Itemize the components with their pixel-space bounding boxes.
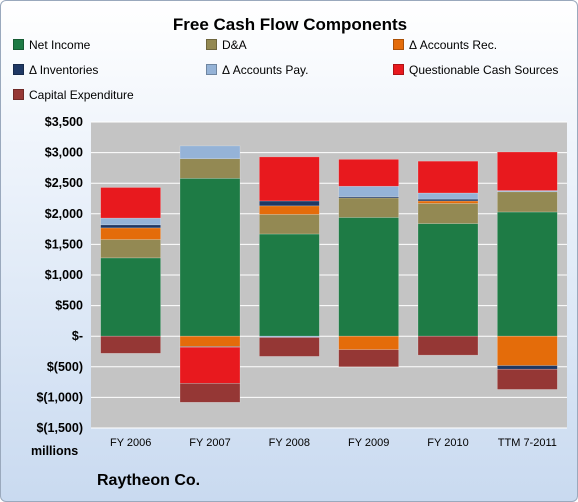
legend-item-accounts-pay: Δ Accounts Pay. (206, 63, 309, 77)
legend-swatch (393, 64, 404, 75)
y-tick-label: $(1,000) (36, 390, 83, 404)
legend-label: Capital Expenditure (29, 88, 134, 102)
bar-accounts-rec-fy-2010 (417, 200, 479, 204)
bar-capital-expenditure-fy-2006 (100, 335, 161, 354)
bar-accounts-rec-ttm-7-2011 (497, 335, 558, 366)
bar-questionable-cash-sources-fy-2006 (100, 187, 161, 219)
legend-label: Questionable Cash Sources (409, 63, 559, 77)
company-label: Raytheon Co. (97, 472, 201, 489)
bar-capital-expenditure-fy-2007 (179, 383, 241, 403)
legend-swatch (13, 64, 24, 75)
bar-inventories-fy-2006 (100, 224, 161, 229)
bar-questionable-cash-sources-fy-2007 (179, 346, 241, 384)
legend-label: Δ Accounts Pay. (222, 63, 309, 77)
x-tick-label: FY 2007 (189, 437, 230, 449)
legend-item-accounts-rec: Δ Accounts Rec. (393, 38, 497, 52)
bar-d-a-fy-2009 (338, 197, 399, 218)
legend-item-d-a: D&A (206, 38, 247, 52)
y-tick-label: $(500) (47, 360, 83, 374)
legend-item-net-income: Net Income (13, 38, 90, 52)
bar-questionable-cash-sources-fy-2010 (417, 160, 479, 194)
x-tick-label: FY 2010 (427, 437, 468, 449)
legend-label: Δ Inventories (29, 63, 99, 77)
y-tick-label: $1,000 (45, 268, 83, 282)
legend-swatch (206, 64, 217, 75)
bar-d-a-fy-2008 (259, 214, 320, 235)
bar-inventories-fy-2008 (259, 200, 320, 207)
legend-item-questionable-cash-sources: Questionable Cash Sources (393, 63, 558, 77)
bar-accounts-pay-fy-2007 (179, 145, 241, 160)
bar-capital-expenditure-fy-2008 (259, 337, 320, 357)
bar-net-income-fy-2007 (179, 178, 241, 337)
units-label: millions (31, 444, 79, 458)
y-tick-label: $2,000 (45, 207, 83, 221)
legend-item-inventories: Δ Inventories (13, 63, 98, 77)
bar-d-a-fy-2010 (417, 203, 479, 224)
y-tick-label: $3,000 (45, 146, 83, 160)
bar-accounts-rec-fy-2009 (338, 335, 399, 350)
legend-item-capital-expenditure: Capital Expenditure (13, 88, 134, 102)
legend-swatch (393, 39, 404, 50)
legend-label: Net Income (29, 38, 91, 52)
legend-label: D&A (222, 38, 247, 52)
bar-accounts-rec-fy-2008 (259, 205, 320, 215)
y-tick-label: $1,500 (45, 237, 83, 251)
y-tick-label: $3,500 (45, 115, 83, 129)
bar-net-income-ttm-7-2011 (497, 211, 558, 337)
chart-title: Free Cash Flow Components (172, 15, 408, 34)
bar-accounts-rec-fy-2006 (100, 227, 161, 240)
bar-capital-expenditure-fy-2010 (417, 335, 479, 356)
bar-inventories-ttm-7-2011 (497, 365, 558, 370)
bar-questionable-cash-sources-ttm-7-2011 (497, 151, 558, 191)
bar-accounts-pay-fy-2010 (417, 192, 479, 200)
bar-questionable-cash-sources-fy-2009 (338, 159, 399, 187)
legend: Net Income D&A Δ Accounts Rec. Δ Inventorie… (1, 1, 577, 111)
bar-d-a-fy-2007 (179, 158, 241, 179)
x-tick-label: TTM 7-2011 (498, 437, 557, 449)
bar-accounts-pay-fy-2006 (100, 217, 161, 226)
bar-net-income-fy-2006 (100, 257, 161, 337)
legend-label: Δ Accounts Rec. (409, 38, 498, 52)
y-tick-label: $500 (55, 299, 83, 313)
bar-net-income-fy-2010 (417, 223, 479, 337)
bar-questionable-cash-sources-fy-2008 (259, 156, 320, 202)
y-tick-label: $2,500 (45, 176, 83, 190)
bar-accounts-pay-fy-2009 (338, 185, 399, 197)
y-tick-label: $- (72, 329, 83, 343)
bar-capital-expenditure-fy-2009 (338, 349, 399, 368)
bar-accounts-rec-fy-2007 (179, 335, 241, 347)
bar-capital-expenditure-ttm-7-2011 (497, 368, 558, 390)
legend-swatch (13, 89, 24, 100)
y-tick-label: $(1,500) (36, 421, 83, 435)
legend-swatch (206, 39, 217, 50)
legend-swatch (13, 39, 24, 50)
x-tick-label: FY 2006 (110, 437, 151, 449)
bar-d-a-fy-2006 (100, 239, 161, 259)
x-tick-label: FY 2009 (348, 437, 389, 449)
bar-net-income-fy-2008 (259, 233, 320, 337)
bar-d-a-ttm-7-2011 (497, 191, 558, 213)
bar-net-income-fy-2009 (338, 217, 399, 337)
x-tick-label: FY 2008 (269, 437, 310, 449)
